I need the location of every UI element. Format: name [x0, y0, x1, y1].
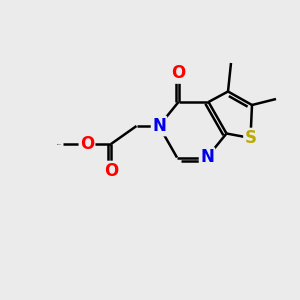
- Text: O: O: [171, 64, 186, 82]
- Text: S: S: [244, 129, 256, 147]
- Text: O: O: [80, 135, 94, 153]
- Text: methyl: methyl: [57, 143, 62, 145]
- Text: N: N: [152, 117, 166, 135]
- Text: N: N: [200, 148, 214, 166]
- Text: O: O: [104, 162, 118, 180]
